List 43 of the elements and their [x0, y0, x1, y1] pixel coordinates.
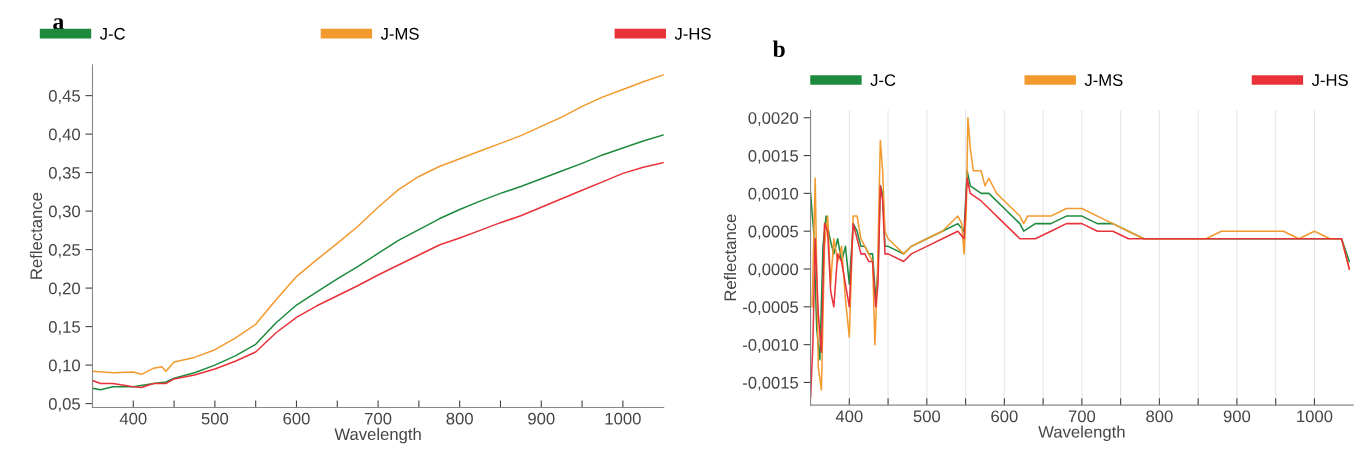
- legend-label: J-MS: [380, 27, 419, 40]
- y-tick-label: 0,0015: [748, 149, 799, 164]
- y-tick-label: 0,0005: [748, 225, 799, 240]
- x-tick-label: 800: [446, 412, 473, 425]
- x-tick-label: 400: [119, 412, 147, 425]
- y-tick-label: 0,0010: [748, 187, 799, 202]
- y-tick-label: 0,0020: [748, 112, 799, 126]
- x-tick-label: 800: [1146, 410, 1173, 423]
- x-tick-label: 600: [991, 410, 1018, 423]
- x-tick-label: 1000: [605, 412, 641, 425]
- x-tick-label: 900: [1223, 410, 1251, 423]
- y-tick-label: 0,45: [48, 90, 80, 104]
- y-tick-label: 0,20: [48, 282, 81, 297]
- y-tick-label: -0,0010: [742, 339, 799, 353]
- x-tick-label: 1000: [1297, 410, 1333, 423]
- y-tick-label: 0,0000: [748, 263, 799, 278]
- legend-label: J-HS: [1311, 74, 1348, 86]
- legend-label: J-HS: [674, 27, 711, 40]
- y-tick-label: 0,05: [48, 397, 80, 412]
- x-tick-label: 900: [528, 412, 555, 425]
- legend-label: J-C: [99, 27, 125, 40]
- legend-label: J-C: [870, 74, 896, 86]
- x-axis-title: Wavelength: [334, 427, 421, 444]
- y-tick-label: 0,15: [48, 321, 80, 335]
- y-axis-title: Reflectance: [29, 192, 43, 279]
- x-axis-title: Wavelength: [1038, 425, 1125, 442]
- legend-label: J-MS: [1084, 74, 1123, 86]
- y-axis-title: Reflectance: [723, 214, 737, 301]
- x-tick-label: 500: [201, 412, 229, 425]
- x-tick-label: 700: [365, 412, 392, 425]
- y-tick-label: 0,10: [48, 359, 81, 374]
- x-tick-label: 600: [283, 412, 310, 425]
- x-tick-label: 500: [913, 410, 941, 423]
- y-tick-label: -0,0005: [742, 301, 799, 315]
- x-tick-label: 700: [1068, 410, 1096, 423]
- chart-title: b: [772, 40, 785, 58]
- y-tick-label: 0,30: [48, 205, 81, 220]
- line-series: [92, 74, 664, 376]
- y-tick-label: 0,35: [48, 167, 80, 181]
- y-tick-label: 0,25: [48, 244, 80, 258]
- y-tick-label: 0,40: [48, 128, 81, 143]
- y-tick-label: -0,0015: [742, 376, 799, 391]
- x-tick-label: 400: [835, 410, 863, 423]
